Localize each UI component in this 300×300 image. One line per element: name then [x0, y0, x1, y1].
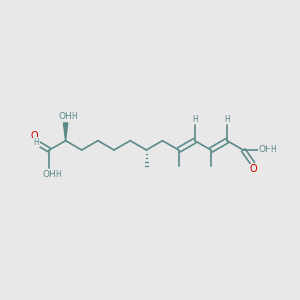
Text: H: H — [72, 112, 77, 121]
Text: H: H — [270, 145, 276, 154]
Text: H: H — [34, 138, 39, 147]
Text: O: O — [250, 164, 258, 174]
Text: H: H — [56, 169, 61, 178]
Text: O: O — [30, 131, 38, 141]
Text: OH: OH — [259, 145, 273, 154]
Text: OH: OH — [43, 169, 56, 178]
Text: H: H — [192, 115, 198, 124]
Text: H: H — [224, 115, 230, 124]
Text: OH: OH — [59, 112, 73, 121]
Polygon shape — [63, 123, 68, 141]
